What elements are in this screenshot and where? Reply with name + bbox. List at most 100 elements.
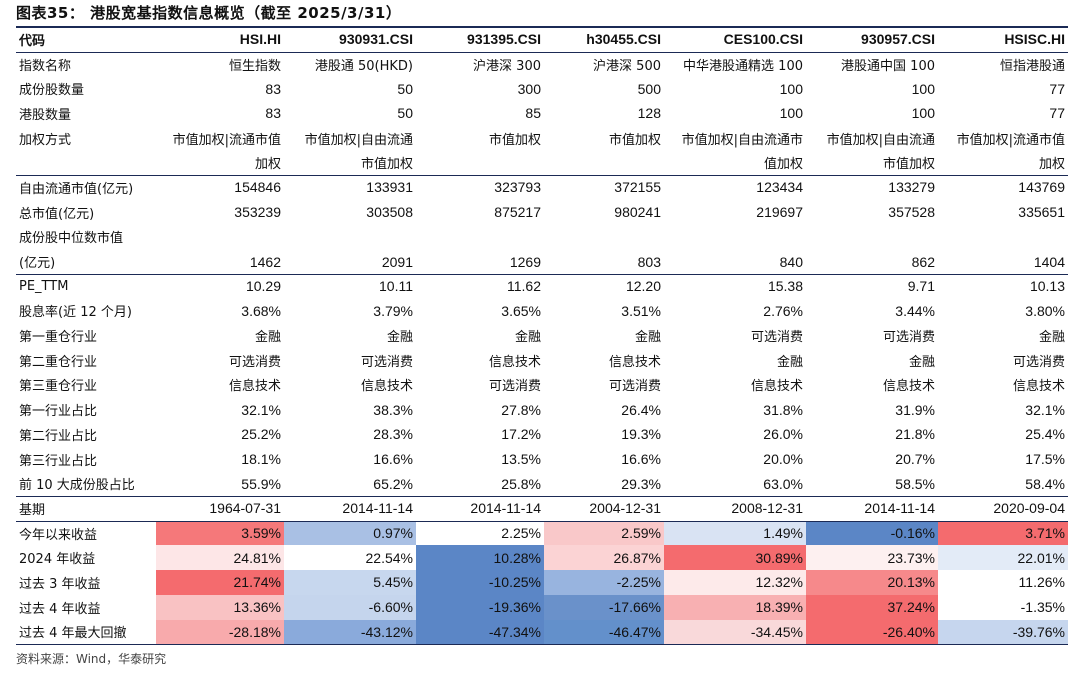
bottom-rule [16,644,1068,645]
table-cell: 0.97% [284,520,416,546]
table-cell: 加权 [254,157,281,173]
table-cell: 3.51% [621,302,661,319]
table-cell: 金融 [634,330,661,346]
table-cell: 38.3% [373,401,413,418]
table-cell: 123434 [756,179,803,196]
table-cell: 85 [525,105,541,122]
table-cell [544,225,664,250]
section-divider [16,175,1068,176]
table-cell: -10.25% [416,570,544,595]
table-cell: 22.01% [938,545,1068,571]
table-cell: 58.5% [895,475,935,492]
table-cell: -19.36% [416,594,544,620]
table-cell: 100 [779,105,803,122]
table-row: 今年以来收益 3.59% 0.97% 2.25% 2.59% 1.49% -0.16% 3.7… [16,520,1068,546]
table-cell: 10.28% [416,545,544,571]
table-row: 指数名称 恒生指数 港股通 50(HKD) 沪港深 300 沪港深 500 中华港股通精选… [16,52,1068,77]
top-rule [16,26,1068,28]
table-cell: 恒生指数 [228,58,281,74]
table-cell: 信息技术 [882,379,935,395]
row-label: 第三重仓行业 [19,379,98,395]
table-cell: -43.12% [284,619,416,645]
table-cell: 28.3% [373,426,413,443]
row-label: 第二行业占比 [19,428,98,444]
table-cell: 13.5% [501,451,541,468]
table-cell: 20.13% [806,570,938,595]
table-cell: 25.8% [501,475,541,492]
table-cell: 77 [1049,105,1065,122]
table-cell: 可选消费 [360,354,413,370]
table-cell: 26.4% [621,401,661,418]
table-cell: -1.35% [938,594,1068,620]
table-cell: 市值加权 [488,132,541,148]
table-cell: 100 [911,80,935,97]
table-cell: 19.3% [621,426,661,443]
table-cell: 可选消费 [1012,354,1065,370]
table-cell: 219697 [756,204,803,221]
row-label: 过去 4 年收益 [19,601,101,617]
row-label: 第一行业占比 [19,404,98,420]
row-label: 第一重仓行业 [19,330,98,346]
table-cell: 加权 [1038,157,1065,173]
table-cell: 23.73% [806,545,938,571]
index-code: HSI.HI [239,31,281,48]
table-cell: 335651 [1018,204,1065,221]
table-cell: 3.68% [241,302,281,319]
table-cell: 市值加权|流通市值 [172,132,281,148]
table-cell: -34.45% [664,619,806,645]
row-label: 过去 3 年收益 [19,576,101,592]
table-cell: 128 [637,105,661,122]
table-row: 总市值(亿元) 353239 303508 875217 980241 219697 357… [16,200,1068,225]
table-cell: 2008-12-31 [731,500,803,517]
table-cell [416,150,544,175]
table-cell: 1964-07-31 [209,500,281,517]
table-cell: 5.45% [284,570,416,595]
table-cell: 市值加权|自由流通 [826,132,935,148]
table-cell: 金融 [1038,330,1065,346]
header-label: 代码 [19,33,46,49]
table-cell: 353239 [234,204,281,221]
table-cell: 市值加权|自由流通 [304,132,413,148]
row-label: 过去 4 年最大回撤 [19,626,127,642]
table-row: 前 10 大成份股占比 55.9% 65.2% 25.8% 29.3% 63.0% 58.5… [16,471,1068,496]
table-cell: 3.71% [938,520,1068,546]
table-cell: 29.3% [621,475,661,492]
index-code: 931395.CSI [467,31,541,48]
table-cell: 50 [397,105,413,122]
table-cell: 63.0% [763,475,803,492]
header-row: 代码 HSI.HI 930931.CSI 931395.CSI h30455.CSI CE… [16,27,1068,52]
table-row: PE_TTM 10.29 10.11 11.62 12.20 15.38 9.71 10.13 [16,274,1068,299]
table-row: 成份股中位数市值 [16,225,1068,250]
table-cell: 30.89% [664,545,806,571]
row-label [16,150,156,175]
table-body: 代码 HSI.HI 930931.CSI 931395.CSI h30455.CSI CE… [16,27,1068,645]
table-cell: 3.79% [373,302,413,319]
table-row: 第一重仓行业 金融 金融 金融 金融 可选消费 可选消费 金融 [16,323,1068,348]
table-cell: 9.71 [907,278,935,295]
table-cell: 2014-11-14 [342,500,413,517]
table-cell: 2.76% [763,302,803,319]
row-label: 基期 [19,502,46,518]
row-label: 股息率(近 12 个月) [19,305,132,321]
table-cell: -28.18% [156,619,284,645]
table-cell: 2020-09-04 [993,500,1065,517]
table-cell: 20.7% [895,451,935,468]
table-cell: 15.38 [767,278,803,295]
table-cell: 13.36% [156,594,284,620]
index-code: 930931.CSI [339,31,413,48]
table-cell: 沪港深 300 [473,58,541,74]
table-row: 加权方式 市值加权|流通市值 市值加权|自由流通 市值加权 市值加权 市值加权|自由流通市… [16,126,1068,151]
table-cell: 港股通 50(HKD) [314,58,413,74]
table-cell: 1404 [1033,253,1065,270]
table-cell: 17.2% [501,426,541,443]
table-cell: 10.13 [1029,278,1065,295]
table-cell: 信息技术 [608,354,661,370]
table-cell: 11.62 [507,278,541,295]
table-cell: 32.1% [1025,401,1065,418]
table-cell: 16.6% [621,451,661,468]
table-cell: 20.0% [763,451,803,468]
table-cell: 2014-11-14 [864,500,935,517]
table-cell: 27.8% [501,401,541,418]
table-cell: 357528 [888,204,935,221]
table-cell: 100 [779,80,803,97]
